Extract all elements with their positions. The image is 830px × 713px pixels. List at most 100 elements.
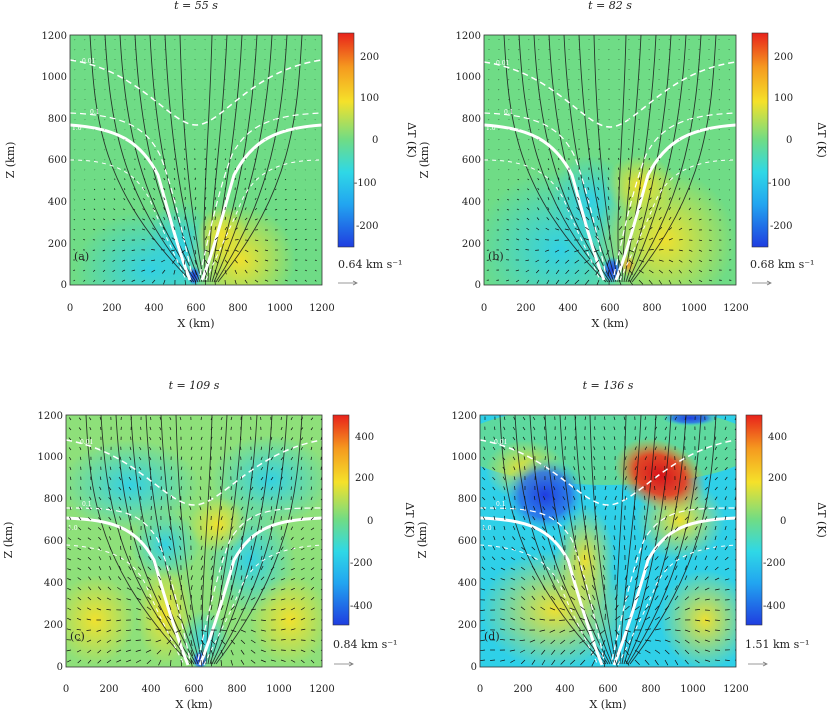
velocity-arrow [264,269,269,272]
velocity-arrow [545,227,550,231]
velocity-arrow [658,216,662,221]
velocity-arrow [674,546,679,551]
y-tick-label: 0 [61,280,67,291]
y-tick-label: 400 [44,578,63,589]
velocity-arrow [618,157,620,161]
y-tick-label: 1200 [42,31,67,42]
velocity-arrow [688,207,691,211]
velocity-arrow [583,446,586,451]
velocity-arrow [135,618,142,621]
colorbar-ticks: 200 100 0 -100 -200 [768,52,793,232]
velocity-arrow [481,566,486,571]
colorbar-label: ΔT (K) [815,122,828,158]
velocity-arrow [638,207,642,211]
velocity-arrow [668,216,672,221]
velocity-arrow [584,495,586,501]
velocity-arrow [694,555,697,561]
plot-frame [483,34,737,286]
velocity-arrow [565,259,570,264]
velocity-arrow [204,216,206,221]
velocity-arrow [554,249,560,253]
velocity-arrow [264,178,266,181]
velocity-arrow [67,547,72,551]
velocity-arrow [509,649,516,652]
velocity-arrow [109,565,112,571]
velocity-arrow [654,575,659,581]
velocity-arrow [553,486,556,491]
velocity-arrow [540,639,546,644]
y-tick-label: 200 [458,620,477,631]
velocity-arrow [654,495,656,501]
x-tick-label: 0 [63,684,69,695]
velocity-arrow [210,585,213,591]
contour-label: 0.1 [90,109,100,116]
colorbar [337,32,355,248]
velocity-arrow [482,546,486,551]
velocity-arrow [624,466,627,471]
velocity-arrow [300,597,305,601]
velocity-arrow [654,566,659,571]
velocity-arrow [613,555,616,561]
velocity-arrow [260,587,266,591]
velocity-arrow [688,228,693,231]
velocity-arrow [220,616,226,621]
velocity-arrow [535,259,540,263]
velocity-arrow [583,555,586,561]
velocity-arrow [552,535,556,541]
velocity-arrow [290,456,294,461]
velocity-arrow [559,629,566,633]
velocity-arrow [127,576,132,581]
x-tick-label: 1000 [267,303,292,314]
velocity-arrow [116,649,122,653]
velocity-arrow [484,436,486,441]
velocity-arrow [180,575,182,581]
velocity-arrow [141,269,146,272]
velocity-arrow [89,427,92,431]
velocity-arrow [128,566,132,571]
velocity-arrow [147,566,152,571]
velocity-arrow [214,197,217,201]
velocity-arrow [506,249,510,251]
velocity-arrow [522,515,526,521]
velocity-arrow [519,628,526,631]
velocity-arrow [184,168,186,171]
velocity-arrow [69,476,72,481]
velocity-arrow [596,196,600,201]
velocity-arrow [542,516,546,521]
velocity-arrow [171,237,176,241]
velocity-arrow [525,259,530,262]
velocity-arrow [698,218,702,221]
colorbar [332,414,350,626]
velocity-arrow [654,649,661,654]
y-tick-label: 1000 [456,72,481,83]
velocity-arrow [76,629,82,631]
velocity-arrow [260,526,262,531]
velocity-arrow [121,279,126,282]
velocity-arrow [542,545,546,551]
velocity-arrow [573,495,576,501]
velocity-arrow [614,594,618,601]
velocity-arrow [270,496,273,501]
velocity-arrow [585,226,590,231]
colorbar-tick-label: -200 [770,221,792,232]
x-tick-label: 1200 [309,303,334,314]
velocity-arrow [584,416,587,421]
velocity-arrow [724,496,727,501]
velocity-arrow [220,659,223,666]
velocity-arrow [93,208,96,211]
velocity-arrow [501,557,506,561]
velocity-arrow [189,629,192,636]
arrow-scale-icon [752,280,772,286]
velocity-arrow [614,525,616,531]
velocity-arrow [108,516,112,521]
velocity-arrow [658,269,664,274]
velocity-arrow [204,236,208,241]
y-ticks: 0 200 400 600 800 1000 1200 [452,411,477,673]
velocity-arrow [112,249,116,252]
velocity-arrow [644,555,649,561]
velocity-arrow [563,466,566,471]
velocity-arrow [634,649,641,654]
y-axis-label: Z (km) [2,522,15,559]
velocity-arrow [254,207,258,211]
velocity-arrow [142,218,146,221]
